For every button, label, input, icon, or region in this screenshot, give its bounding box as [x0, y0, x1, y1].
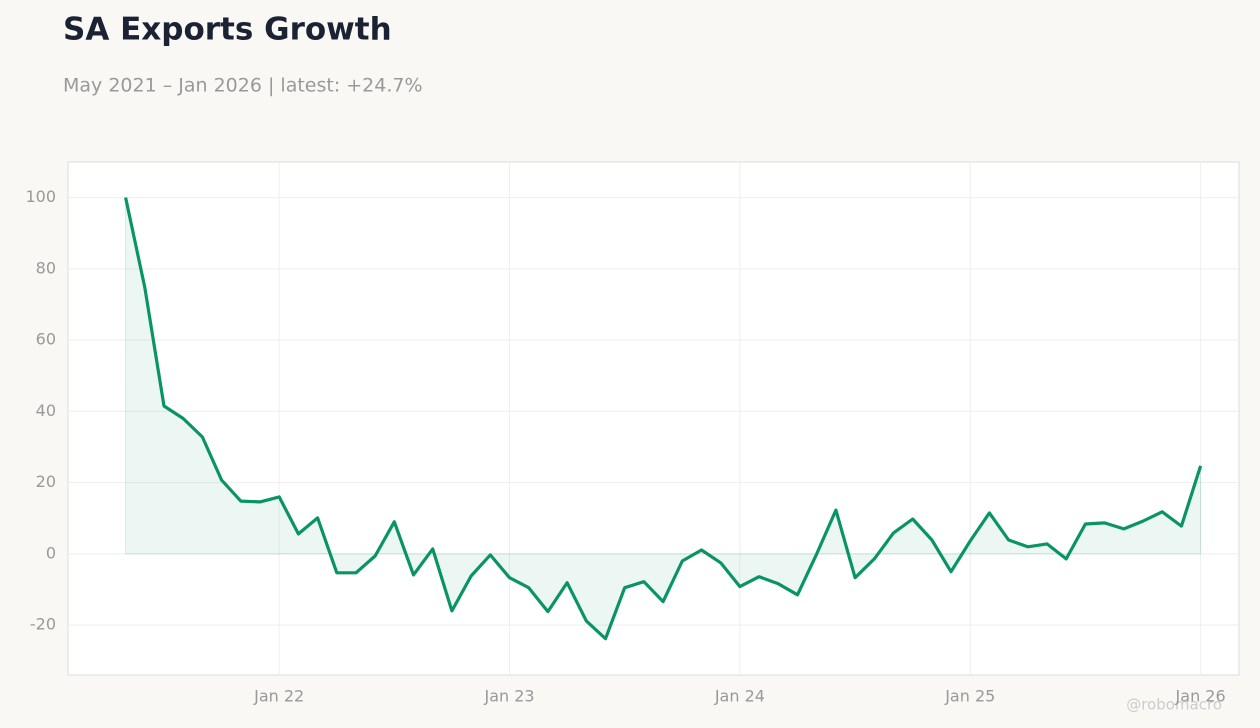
y-tick-label: 80	[36, 258, 56, 277]
x-tick-label: Jan 22	[253, 687, 304, 706]
x-tick-label: Jan 23	[483, 687, 534, 706]
y-tick-label: 20	[36, 472, 56, 491]
watermark: @robomacro	[1126, 696, 1222, 714]
y-tick-label: 0	[46, 543, 56, 562]
x-tick-label: Jan 25	[944, 687, 995, 706]
y-tick-label: 40	[36, 401, 56, 420]
chart-subtitle: May 2021 – Jan 2026 | latest: +24.7%	[63, 75, 423, 97]
plot-area	[67, 161, 1240, 676]
line	[124, 197, 1203, 641]
x-tick-label: Jan 24	[714, 687, 765, 706]
y-tick-label: 100	[25, 187, 56, 206]
y-tick-label: 60	[36, 330, 56, 349]
x-tick-label: Jan 26	[1175, 687, 1226, 706]
chart-title: SA Exports Growth	[63, 12, 392, 48]
y-tick-label: -20	[30, 615, 56, 634]
